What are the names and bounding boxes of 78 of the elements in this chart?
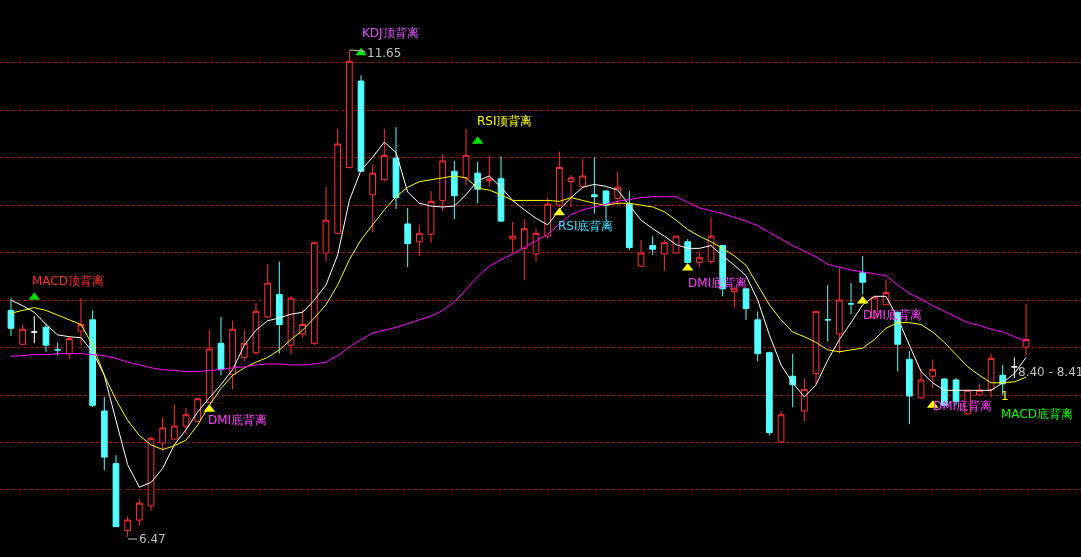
candlestick [660,239,668,272]
candlestick [590,156,598,215]
candlestick [275,261,283,355]
candlestick [462,128,470,186]
candlestick [497,155,505,223]
candlestick [112,454,120,528]
candlestick [766,351,773,436]
annotation: RSI底背离 [558,219,614,233]
candlestick [19,324,26,346]
candlestick [252,302,260,356]
candlestick [579,158,587,189]
annotation: MACD顶背离 [32,274,104,288]
candlestick [987,353,995,398]
candlestick [124,515,131,538]
annotation: 11.65 [367,46,402,60]
candlestick [1011,356,1018,379]
candlestick [824,284,832,342]
candlestick [65,335,73,360]
candlestick [520,218,528,281]
annotation: MACD底背离 [1001,407,1073,421]
candlestick [42,323,50,353]
candlestick [754,310,762,362]
candlestick [205,329,213,404]
annotation: 6.47 [139,532,166,546]
candlestick [917,368,925,400]
candlestick [229,320,237,390]
candlestick [859,255,867,295]
candlestick [310,242,318,346]
candlestick [637,239,645,267]
candlestick [89,309,96,408]
candlestick [742,288,750,321]
candlestick [672,235,680,254]
candlestick [836,267,843,355]
candlestick [567,174,575,208]
annotation: DMI底背离 [208,413,268,427]
candlestick [334,128,342,235]
candlestick [696,251,703,268]
candlestick [801,377,808,422]
candlestick [170,403,178,440]
candlestick [812,310,820,385]
candlestick [357,74,365,172]
candlestick [906,350,913,425]
candlestick [777,410,785,443]
candlestick [404,207,412,268]
candlestick [264,263,272,319]
candlestick [147,435,155,512]
candlestick [135,498,143,527]
candlestick [649,235,657,256]
candlestick [380,128,388,183]
candlestick [509,221,517,253]
candlestick [30,315,38,344]
candlestick [427,190,435,244]
candlestick [100,396,108,471]
candlestick [625,190,633,251]
candlestick [392,126,400,210]
text: KDJ顶背离 [362,26,419,40]
candlestick [217,316,225,376]
candlestick [439,153,447,212]
candlestick [54,341,61,357]
candlestick [322,186,330,263]
candlestick [182,407,190,436]
candlestick [602,189,610,221]
candlestick [159,417,166,452]
candlestick [287,295,295,356]
candlestick [485,154,493,187]
candlestick [684,238,692,263]
annotation: RSI顶背离 [477,114,533,128]
candlestick [450,160,458,220]
annotation: 1 [1001,389,1009,403]
candlestick [369,164,377,233]
candlestick [555,151,563,208]
candlestick [1022,303,1030,357]
candlestick [345,49,353,169]
candlestick [532,228,540,263]
candlestick [7,297,15,337]
candlestick [789,353,797,408]
candlestick [929,358,937,389]
candlestick [415,224,423,257]
